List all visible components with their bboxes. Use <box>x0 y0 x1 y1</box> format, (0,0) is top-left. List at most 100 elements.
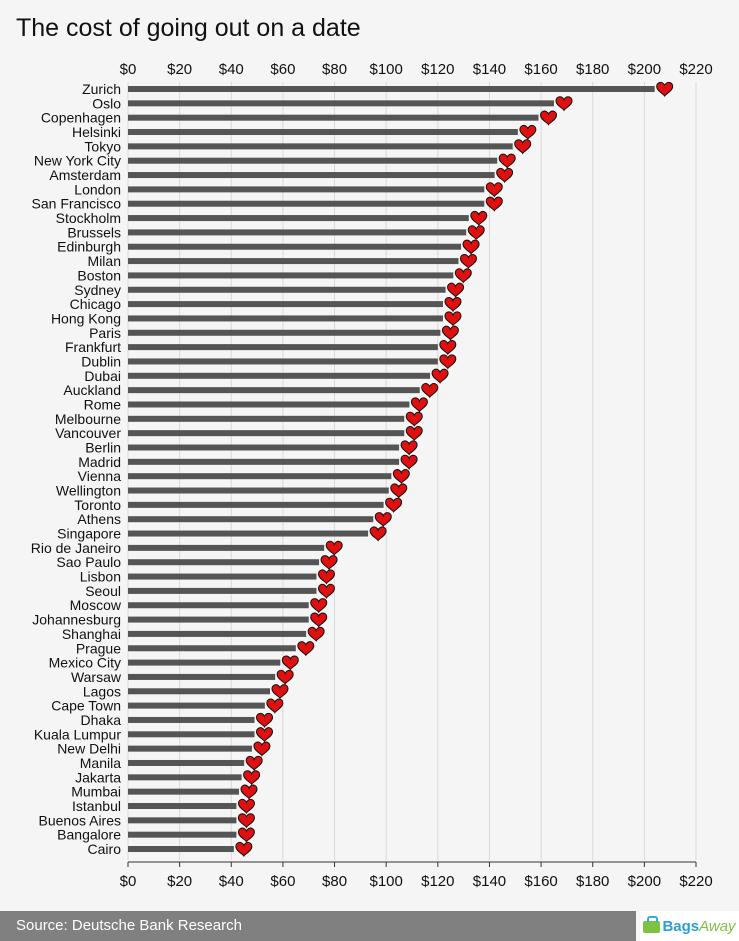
city-label: Rome <box>84 396 122 412</box>
heart-marker <box>392 469 410 484</box>
heart-marker <box>405 411 423 427</box>
bottom-tick-label: $40 <box>219 873 244 890</box>
city-label: Buenos Aires <box>39 812 122 828</box>
heart-marker <box>317 583 335 599</box>
city-label: Athens <box>77 511 121 527</box>
heart-marker <box>444 297 462 312</box>
city-label: Warsaw <box>71 669 122 685</box>
city-label: Rio de Janeiro <box>31 540 121 556</box>
bagsaway-logo[interactable]: BagsAway <box>640 911 739 941</box>
bars <box>128 86 655 853</box>
top-tick-label: $160 <box>524 61 557 78</box>
city-label: Hong Kong <box>51 310 121 326</box>
heart-marker <box>276 669 294 685</box>
heart-marker <box>307 626 325 642</box>
heart-marker <box>410 397 428 412</box>
heart-marker <box>656 81 674 97</box>
bar <box>128 702 265 709</box>
heart-marker <box>256 712 274 728</box>
city-label: Cape Town <box>51 698 121 714</box>
city-label: Bangalore <box>57 827 121 843</box>
heart-marker <box>462 239 480 255</box>
heart-marker <box>467 225 485 240</box>
top-tick-label: $220 <box>679 61 712 78</box>
bar <box>128 544 325 551</box>
bottom-tick-label: $160 <box>524 873 557 890</box>
bar <box>128 487 389 494</box>
heart-marker <box>237 813 255 828</box>
bar <box>128 372 431 379</box>
city-label: Manila <box>80 755 121 771</box>
city-label: Dhaka <box>81 712 122 728</box>
heart-marker <box>325 540 343 556</box>
bar <box>128 329 441 336</box>
top-tick-label: $180 <box>576 61 609 78</box>
bag-icon <box>643 916 661 933</box>
city-label: Jakarta <box>75 769 121 785</box>
city-label: Paris <box>89 325 121 341</box>
heart-marker <box>421 383 439 398</box>
bar <box>128 473 392 480</box>
heart-marker <box>470 210 488 226</box>
city-label: Oslo <box>92 95 121 111</box>
city-label: Sydney <box>74 282 121 298</box>
heart-marker <box>454 268 472 283</box>
bar <box>128 573 317 580</box>
top-tick-label: $0 <box>120 61 137 78</box>
city-label: Zurich <box>82 81 121 97</box>
city-label: Moscow <box>70 597 122 613</box>
top-tick-label: $100 <box>369 61 402 78</box>
city-label: New Delhi <box>57 741 121 757</box>
city-label: Cairo <box>88 841 122 857</box>
bar <box>128 286 446 293</box>
bar-chart: $0 $20 $40 $60 $80 $100 $120 $140 $160 $180 $200 $2… <box>31 61 713 890</box>
city-label: New York City <box>34 153 121 169</box>
bottom-tick-label: $100 <box>369 873 402 890</box>
bar <box>128 501 384 508</box>
heart-marker <box>405 426 423 441</box>
bar <box>128 344 438 351</box>
bar <box>128 186 485 193</box>
heart-marker <box>514 139 532 154</box>
bottom-tick-label: $140 <box>473 873 506 890</box>
bottom-tick-label: $200 <box>628 873 661 890</box>
bar <box>128 172 495 179</box>
bar <box>128 272 454 279</box>
bar <box>128 129 518 136</box>
grid-lines <box>127 82 697 860</box>
bar <box>128 759 245 766</box>
city-label: Sao Paulo <box>56 554 121 570</box>
bar <box>128 688 270 695</box>
city-label: London <box>74 181 121 197</box>
bottom-tick-label: $220 <box>679 873 712 890</box>
city-label: Chicago <box>70 296 122 312</box>
bottom-tick-label: $120 <box>421 873 454 890</box>
city-label: Copenhagen <box>41 110 121 126</box>
top-axis-ticks: $0 $20 $40 $60 $80 $100 $120 $140 $160 $180 $200 $2… <box>120 61 713 78</box>
bar <box>128 143 513 150</box>
heart-marker <box>485 182 503 197</box>
city-label: Istanbul <box>72 798 121 814</box>
city-label: Frankfurt <box>65 339 121 355</box>
heart-marker <box>374 512 392 527</box>
heart-marker <box>390 483 408 499</box>
bottom-tick-label: $0 <box>120 873 137 890</box>
city-label: Kuala Lumpur <box>34 726 122 742</box>
top-tick-label: $20 <box>167 61 192 78</box>
heart-marker <box>485 196 503 212</box>
heart-marker <box>459 254 477 269</box>
bar <box>128 86 655 92</box>
bar <box>128 258 459 265</box>
heart-marker <box>496 167 514 183</box>
city-label: Lagos <box>83 683 121 699</box>
city-label: Johannesburg <box>32 612 121 628</box>
city-label: Stockholm <box>56 210 121 226</box>
heart-marker <box>447 282 465 298</box>
heart-marker <box>439 340 457 355</box>
city-label: Vancouver <box>55 425 121 441</box>
bar <box>128 114 539 121</box>
heart-marker <box>310 598 328 613</box>
city-label: Singapore <box>57 526 121 542</box>
city-label: Boston <box>77 267 121 283</box>
